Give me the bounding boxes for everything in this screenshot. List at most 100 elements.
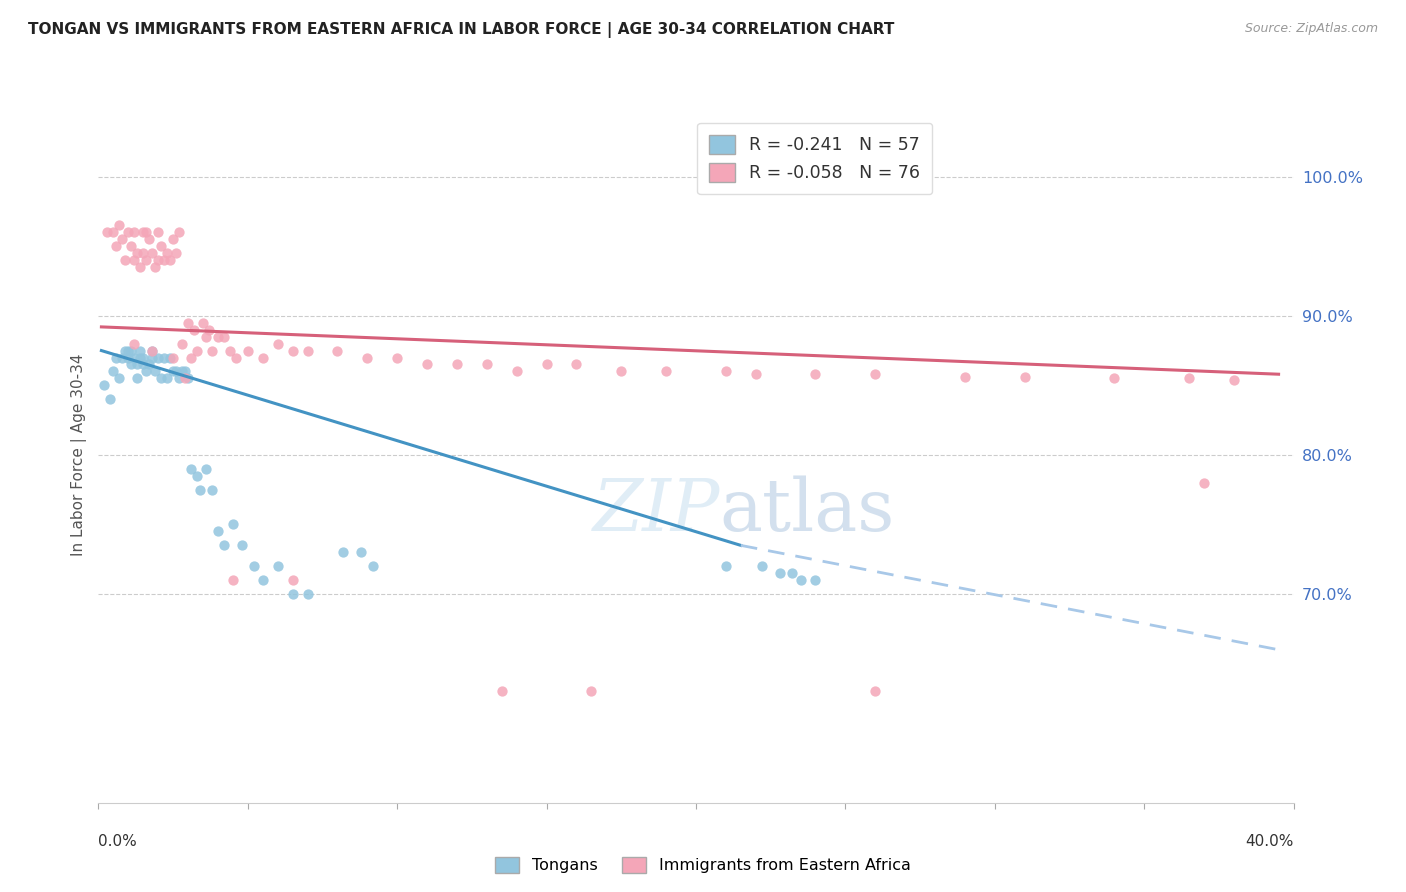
Point [127,358,149,372]
Point [156,371,179,385]
Point [143,364,166,378]
Point [159,351,181,365]
Point [281,573,304,587]
Point [141,343,163,358]
Point [172,336,194,351]
Point [180,351,202,365]
Point [129,351,152,365]
Point [129,343,152,358]
Point [191,316,214,330]
Point [148,351,170,365]
Point [252,573,274,587]
Point [135,253,157,268]
Point [195,329,218,343]
Point [148,253,170,268]
Point [135,364,157,378]
Point [132,225,155,239]
Point [162,351,184,365]
Point [162,232,184,246]
Point [153,253,176,268]
Point [297,343,319,358]
Point [207,329,229,343]
Point [201,483,224,497]
Point [167,371,190,385]
Point [124,351,146,365]
Point [93,378,115,392]
Point [141,351,163,365]
Point [1223,373,1246,387]
Point [416,358,439,372]
Point [124,336,146,351]
Point [243,559,266,574]
Point [231,538,253,552]
Point [174,364,197,378]
Text: atlas: atlas [720,475,896,546]
Point [953,370,976,384]
Point [162,364,184,378]
Point [350,545,373,559]
Point [141,246,163,260]
Point [267,336,290,351]
Point [96,225,118,239]
Point [363,559,385,574]
Point [186,343,208,358]
Point [195,462,218,476]
Point [212,538,235,552]
Point [236,343,259,358]
Point [165,246,187,260]
Point [714,559,737,574]
Point [167,225,190,239]
Point [127,246,149,260]
Point [491,684,513,698]
Point [111,232,134,246]
Point [745,368,768,382]
Point [751,559,773,574]
Point [207,524,229,539]
Point [124,225,146,239]
Point [132,351,155,365]
Text: ZIP: ZIP [592,475,720,546]
Point [565,358,588,372]
Point [297,587,319,601]
Point [150,239,173,253]
Point [165,364,187,378]
Text: TONGAN VS IMMIGRANTS FROM EASTERN AFRICA IN LABOR FORCE | AGE 30-34 CORRELATION : TONGAN VS IMMIGRANTS FROM EASTERN AFRICA… [28,22,894,38]
Point [132,246,155,260]
Point [103,364,125,378]
Point [1192,475,1215,490]
Point [267,559,290,574]
Point [124,253,146,268]
Point [177,371,200,385]
Point [105,351,128,365]
Point [714,364,737,378]
Y-axis label: In Labor Force | Age 30-34: In Labor Force | Age 30-34 [72,353,87,557]
Point [446,358,468,372]
Point [105,239,128,253]
Text: Source: ZipAtlas.com: Source: ZipAtlas.com [1244,22,1378,36]
Point [111,351,134,365]
Point [326,343,349,358]
Point [127,371,149,385]
Point [120,358,142,372]
Text: 40.0%: 40.0% [1246,834,1294,849]
Legend: Tongans, Immigrants from Eastern Africa: Tongans, Immigrants from Eastern Africa [489,850,917,880]
Legend: R = -0.241   N = 57, R = -0.058   N = 76: R = -0.241 N = 57, R = -0.058 N = 76 [697,123,932,194]
Point [129,260,152,274]
Point [610,364,633,378]
Point [103,225,125,239]
Point [143,260,166,274]
Point [117,343,139,358]
Point [769,566,792,581]
Point [1014,370,1036,384]
Point [222,517,245,532]
Point [117,225,139,239]
Point [1104,371,1126,385]
Point [138,358,160,372]
Point [135,225,157,239]
Point [865,684,887,698]
Point [789,573,811,587]
Point [159,253,181,268]
Point [132,358,155,372]
Point [804,573,827,587]
Point [153,351,176,365]
